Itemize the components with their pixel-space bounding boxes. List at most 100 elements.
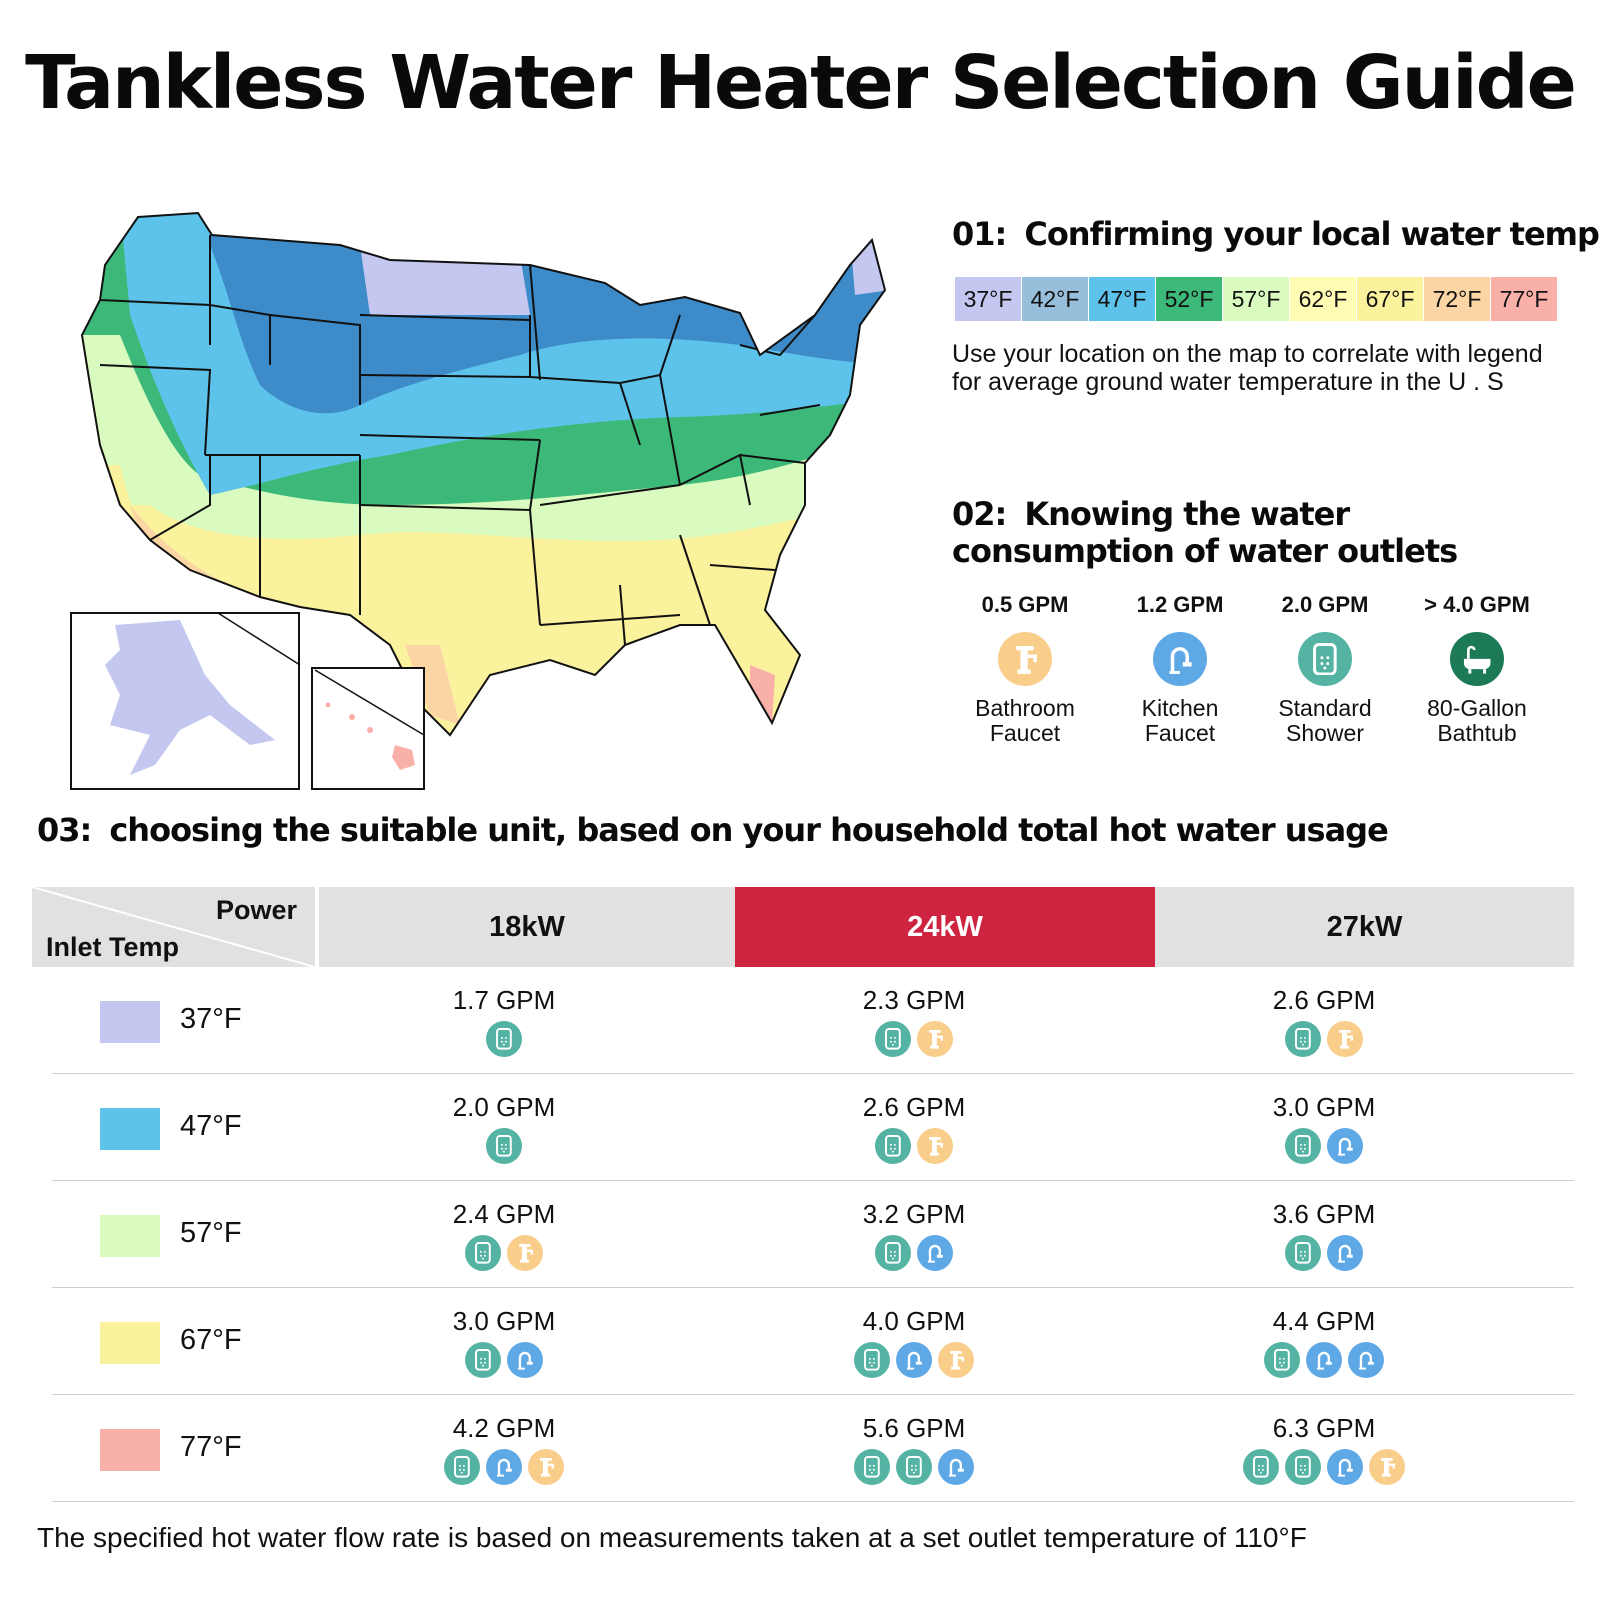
legend-swatch-42f: 42°F: [1022, 277, 1089, 321]
flow-rate: 1.7 GPM: [452, 985, 556, 1015]
hawaii-inset: [311, 667, 425, 790]
table-row: 67°F 3.0 GPM 4.0 GPM 4.4 GPM: [52, 1288, 1574, 1395]
shower-icon: [465, 1342, 501, 1378]
inlet-temp-label: Inlet Temp: [46, 932, 180, 962]
bathtub-icon: [1450, 632, 1504, 686]
kitchen-faucet-icon: [1327, 1449, 1363, 1485]
flow-rate: 2.0 GPM: [452, 1092, 556, 1122]
alaska-inset: [70, 612, 301, 790]
legend-swatch-77f: 77°F: [1491, 277, 1558, 321]
corner-divider: [32, 887, 315, 967]
inlet-temp: 77°F: [180, 1431, 242, 1463]
flow-rate: 4.0 GPM: [862, 1306, 966, 1336]
inlet-temp: 47°F: [180, 1110, 242, 1142]
legend-swatch-72f: 72°F: [1424, 277, 1491, 321]
shower-icon: [875, 1021, 911, 1057]
outlet-name: 80-Gallon Bathtub: [1427, 695, 1527, 746]
flow-rate: 6.3 GPM: [1272, 1413, 1376, 1443]
outlet-item: 2.0 GPM Standard Shower: [1250, 592, 1400, 746]
outlet-icons: [1114, 1235, 1534, 1271]
flow-rate-cell: 2.6 GPM: [704, 1092, 1124, 1164]
shower-icon: [444, 1449, 480, 1485]
bathroom-faucet-icon: [917, 1128, 953, 1164]
outlet-item: > 4.0 GPM 80-Gallon Bathtub: [1402, 592, 1552, 746]
table-body: 37°F 1.7 GPM 2.3 GPM 2.6 GPM 47°F 2.0 GP…: [32, 967, 1574, 1502]
table-header: Power Inlet Temp 18kW 24kW 27kW: [32, 887, 1574, 967]
section-01-description: Use your location on the map to correlat…: [952, 340, 1543, 396]
flow-rate-cell: 5.6 GPM: [704, 1413, 1124, 1485]
bathroom-faucet-icon: [528, 1449, 564, 1485]
temp-swatch: [100, 1429, 160, 1471]
shower-icon: [896, 1449, 932, 1485]
outlet-icons: [704, 1021, 1124, 1057]
flow-rate-cell: 3.2 GPM: [704, 1199, 1124, 1271]
section-01-heading: 01: Confirming your local water temp: [952, 215, 1600, 253]
temp-swatch: [100, 1001, 160, 1043]
table-row: 37°F 1.7 GPM 2.3 GPM 2.6 GPM: [52, 967, 1574, 1074]
shower-icon: [1243, 1449, 1279, 1485]
bathroom-faucet-icon: [1327, 1021, 1363, 1057]
flow-rate: 4.2 GPM: [452, 1413, 556, 1443]
bathroom-faucet-icon: [938, 1342, 974, 1378]
temp-swatch: [100, 1215, 160, 1257]
outlet-gpm: 2.0 GPM: [1281, 592, 1369, 617]
shower-icon: [875, 1128, 911, 1164]
shower-icon: [1285, 1449, 1321, 1485]
shower-icon: [1264, 1342, 1300, 1378]
water-temp-legend: 37°F 42°F 47°F 52°F 57°F 62°F 67°F 72°F 77°F: [955, 277, 1558, 321]
flow-rate-cell: 1.7 GPM: [294, 985, 714, 1057]
kitchen-faucet-icon: [896, 1342, 932, 1378]
column-18kw: 18kW: [315, 887, 735, 967]
outlet-gpm: > 4.0 GPM: [1424, 592, 1530, 617]
inlet-temp: 37°F: [180, 1003, 242, 1035]
outlet-icons: [294, 1342, 714, 1378]
kitchen-faucet-icon: [1348, 1342, 1384, 1378]
power-label: Power: [215, 895, 297, 925]
kitchen-faucet-icon: [486, 1449, 522, 1485]
flow-rate-cell: 2.0 GPM: [294, 1092, 714, 1164]
legend-swatch-52f: 52°F: [1156, 277, 1223, 321]
kitchen-faucet-icon: [1327, 1235, 1363, 1271]
column-24kw: 24kW: [735, 887, 1155, 967]
bathroom-faucet-icon: [507, 1235, 543, 1271]
outlet-name: Kitchen Faucet: [1141, 695, 1219, 746]
shower-icon: [486, 1021, 522, 1057]
outlet-icons: [1114, 1128, 1534, 1164]
kitchen-faucet-icon: [917, 1235, 953, 1271]
outlet-icons: [294, 1128, 714, 1164]
flow-rate: 2.4 GPM: [452, 1199, 556, 1229]
shower-icon: [1285, 1021, 1321, 1057]
bathroom-faucet-icon: [1369, 1449, 1405, 1485]
flow-rate: 2.3 GPM: [862, 985, 966, 1015]
table-corner-header: Power Inlet Temp: [32, 887, 315, 967]
outlet-icons: [294, 1449, 714, 1485]
shower-icon: [854, 1449, 890, 1485]
flow-rate-cell: 4.0 GPM: [704, 1306, 1124, 1378]
flow-rate-cell: 2.4 GPM: [294, 1199, 714, 1271]
us-water-temperature-map: [70, 211, 887, 790]
flow-rate: 4.4 GPM: [1272, 1306, 1376, 1336]
shower-icon: [854, 1342, 890, 1378]
inlet-temp: 67°F: [180, 1324, 242, 1356]
outlet-icons: [704, 1342, 1124, 1378]
kitchen-faucet-icon: [1327, 1128, 1363, 1164]
temp-swatch: [100, 1108, 160, 1150]
kitchen-faucet-icon: [938, 1449, 974, 1485]
flow-rate-cell: 2.6 GPM: [1114, 985, 1534, 1057]
outlet-icons: [1114, 1021, 1534, 1057]
kitchen-faucet-icon: [1153, 632, 1207, 686]
outlet-name: Standard Shower: [1278, 695, 1372, 746]
legend-swatch-47f: 47°F: [1089, 277, 1156, 321]
outlet-item: 0.5 GPM Bathroom Faucet: [950, 592, 1100, 746]
flow-rate: 5.6 GPM: [862, 1413, 966, 1443]
outlet-item: 1.2 GPM Kitchen Faucet: [1105, 592, 1255, 746]
flow-rate-cell: 3.6 GPM: [1114, 1199, 1534, 1271]
shower-icon: [465, 1235, 501, 1271]
temp-swatch: [100, 1322, 160, 1364]
flow-rate-cell: 6.3 GPM: [1114, 1413, 1534, 1485]
outlet-icons: [704, 1235, 1124, 1271]
shower-icon: [486, 1128, 522, 1164]
flow-rate: 3.0 GPM: [452, 1306, 556, 1336]
kitchen-faucet-icon: [507, 1342, 543, 1378]
outlet-icons: [704, 1449, 1124, 1485]
